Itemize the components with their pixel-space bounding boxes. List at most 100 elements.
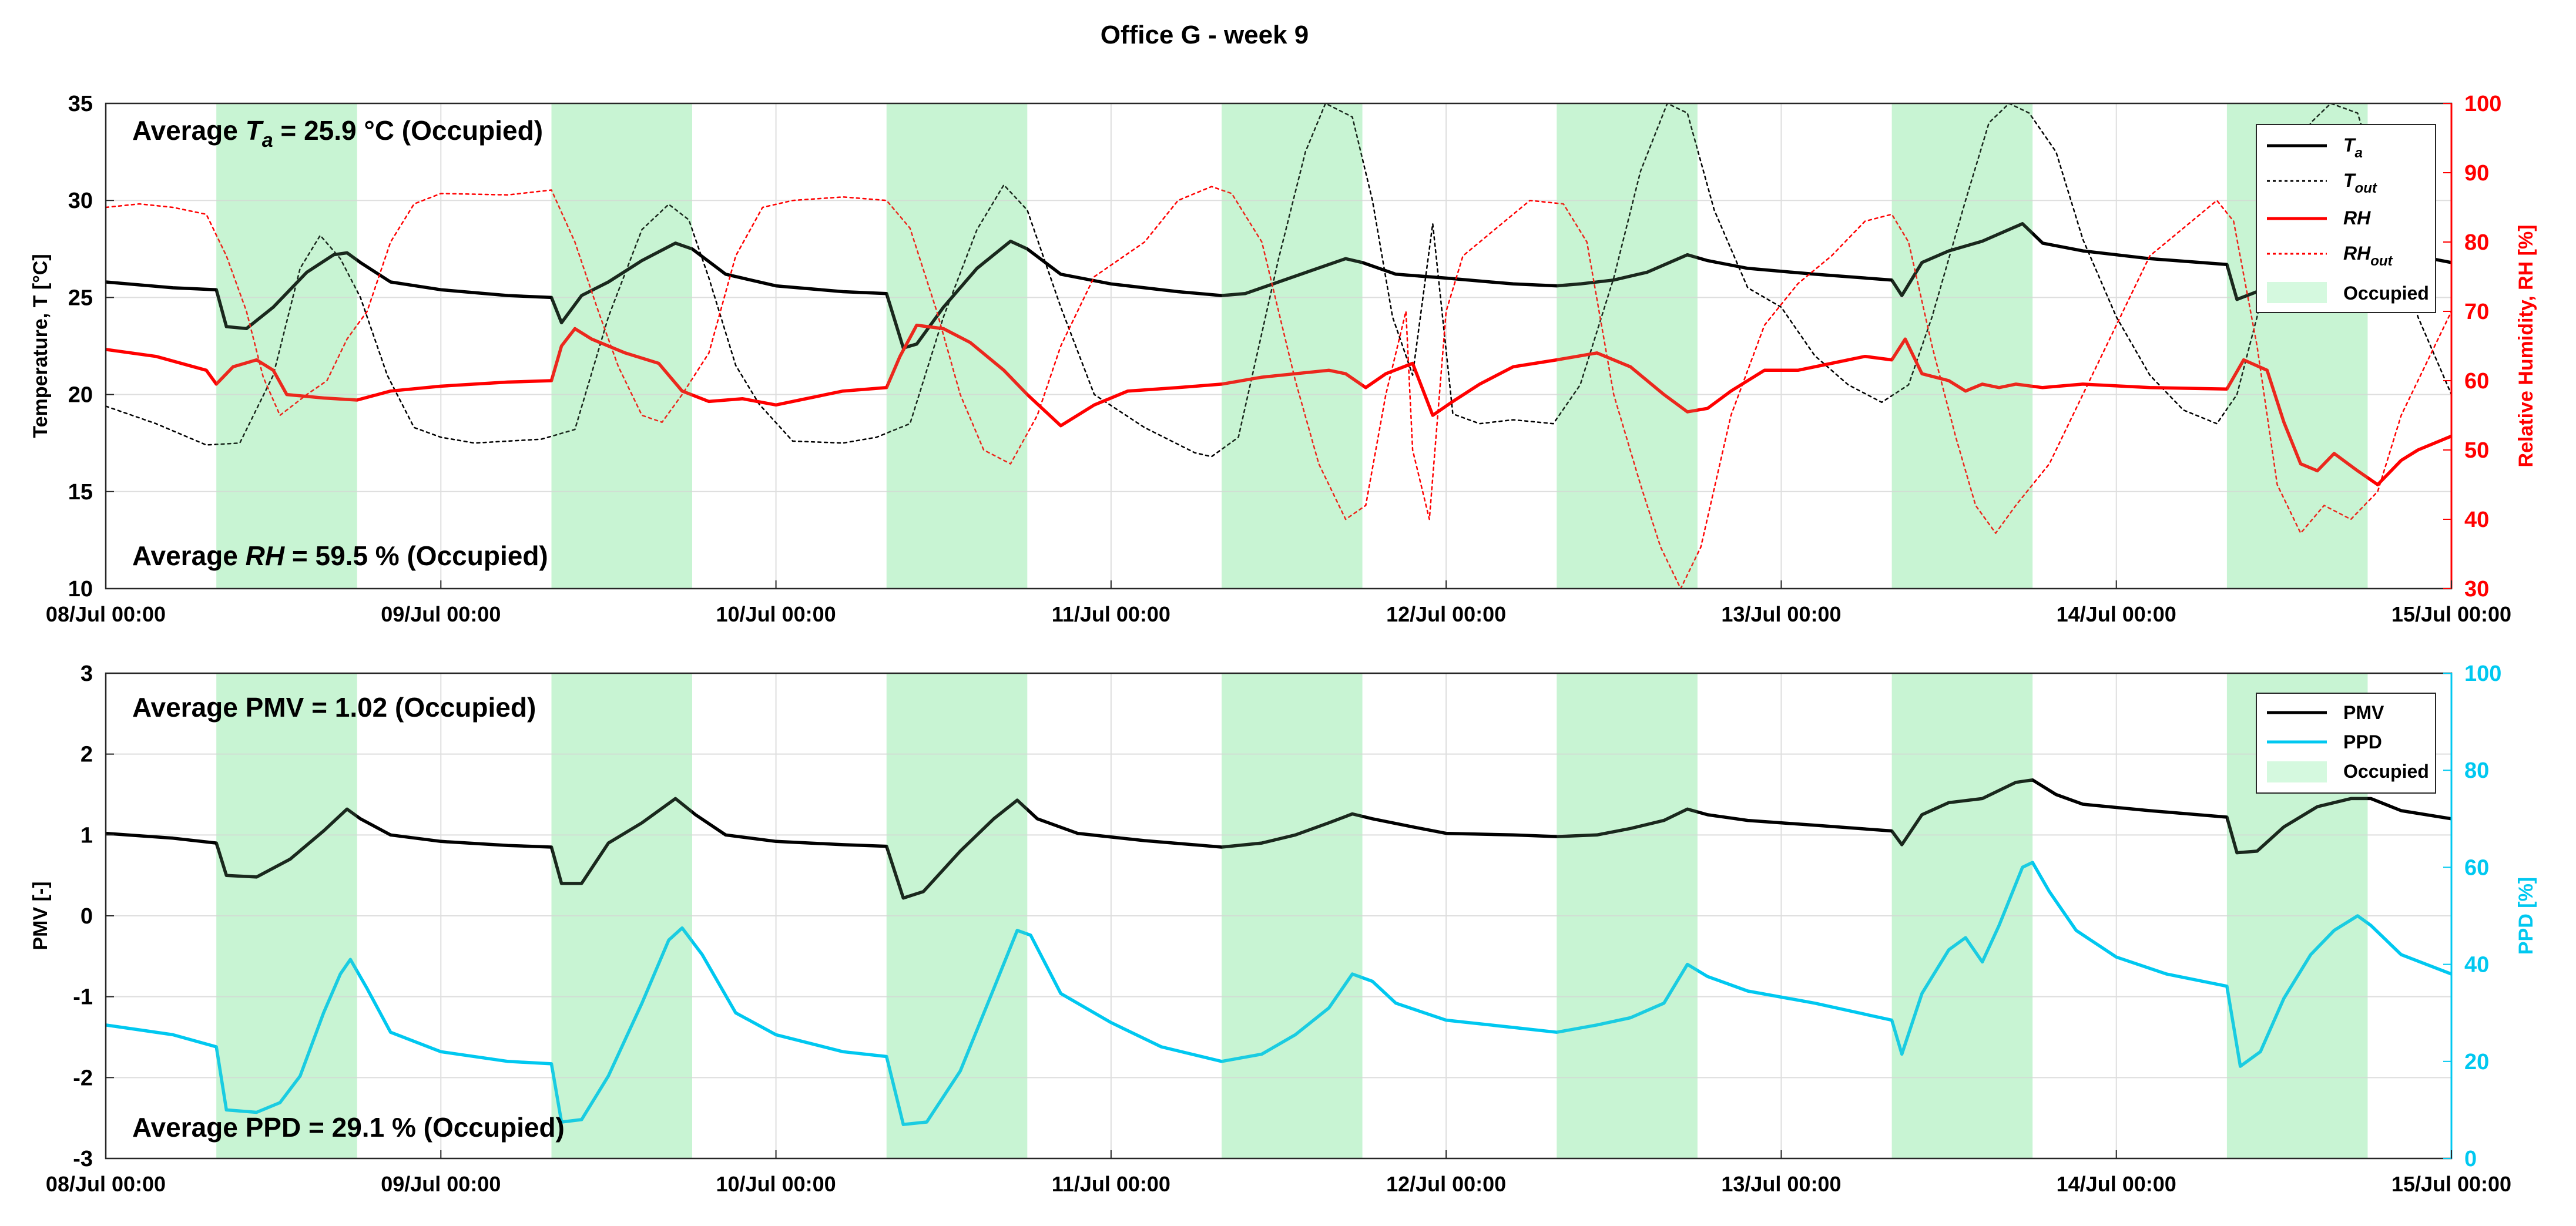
y-tick-label-right: 80: [2464, 230, 2489, 255]
annotation-suffix: = 25.9 °C (Occupied): [273, 115, 543, 146]
occupied-bands: [216, 103, 2368, 589]
pmv-ppd-chart: 08/Jul 00:00 09/Jul 00:00 10/Jul 00:00 11/J…: [29, 661, 2537, 1196]
occupied-band-overlay-4: [1222, 673, 1363, 1158]
y-tick-label-left: 20: [68, 383, 93, 408]
y-tick-label-left: -1: [73, 985, 93, 1010]
occupied-band-overlay-5: [1557, 103, 1698, 589]
x-tick-label: 15/Jul 00:00: [2391, 602, 2511, 626]
y-tick-label-right: 100: [2464, 92, 2501, 116]
y-tick-label-left: 3: [80, 661, 93, 686]
legend-entry-pmv: PMV: [2267, 702, 2384, 723]
occupied-band-overlay-1: [216, 103, 357, 589]
occupied-band-overlay-4: [1222, 103, 1363, 589]
occupied-band-overlay-5: [1557, 673, 1698, 1158]
y-axis-label-left: PMV [-]: [29, 881, 52, 950]
y-tick-label-right: 60: [2464, 855, 2489, 880]
y-tick-label-right: 80: [2464, 758, 2489, 783]
x-tick-label: 11/Jul 00:00: [1052, 1172, 1170, 1196]
legend-entry-occupied: Occupied: [2267, 282, 2429, 304]
x-tick-label: 10/Jul 00:00: [716, 1172, 836, 1196]
occupied-band-2: [551, 103, 692, 589]
x-tick-label: 08/Jul 00:00: [46, 1172, 166, 1196]
legend-entry-rh: RH: [2267, 207, 2371, 229]
figure-title: Office G - week 9: [1101, 21, 1309, 49]
axis-ticks: 08/Jul 00:00 09/Jul 00:00 10/Jul 00:00 11/J…: [46, 92, 2511, 626]
x-tick-label: 15/Jul 00:00: [2391, 1172, 2511, 1196]
legend: Ta Tout RH RHout Occupied: [2256, 124, 2436, 313]
x-tick-label: 09/Jul 00:00: [381, 602, 501, 626]
legend-entry-rhout: RHout: [2267, 243, 2393, 269]
occupied-band-overlay-3: [886, 673, 1028, 1158]
y-tick-label-left: 2: [80, 743, 93, 767]
y-tick-label-left: 30: [68, 189, 93, 213]
legend-entry-ta: Ta: [2267, 135, 2363, 161]
legend-label: RHout: [2343, 243, 2393, 269]
occupied-band-5: [1557, 103, 1698, 589]
y-tick-label-left: 1: [80, 823, 93, 848]
annotation-subscript: a: [262, 129, 273, 152]
series-ppd-line: [106, 861, 2451, 1126]
average-pmv-annotation: Average PMV = 1.02 (Occupied): [132, 692, 536, 723]
y-tick-label-right: 30: [2464, 577, 2489, 602]
x-tick-label: 10/Jul 00:00: [716, 602, 836, 626]
occupied-band-overlay-2: [551, 103, 692, 589]
y-tick-label-right: 40: [2464, 508, 2489, 532]
temperature-humidity-chart: 08/Jul 00:00 09/Jul 00:00 10/Jul 00:00 11/J…: [29, 92, 2537, 626]
y-tick-label-left: -2: [73, 1066, 93, 1090]
annotation-variable: T: [246, 115, 264, 146]
occupied-band-overlay-3: [886, 103, 1028, 589]
occupied-band-overlay-6: [1891, 103, 2033, 589]
legend-label: Tout: [2343, 170, 2377, 196]
y-tick-label-left: 25: [68, 285, 93, 310]
y-tick-label-right: 70: [2464, 300, 2489, 324]
y-tick-label-left: 0: [80, 904, 93, 929]
series-rh-line: [106, 323, 2451, 486]
series-rhout-line: [106, 186, 2451, 589]
x-tick-label: 13/Jul 00:00: [1721, 1172, 1841, 1196]
average-ta-annotation: Average Ta = 25.9 °C (Occupied): [132, 115, 543, 152]
average-rh-annotation: Average RH = 59.5 % (Occupied): [132, 540, 548, 571]
occupied-band-4: [1222, 103, 1363, 589]
legend-swatch: [2267, 282, 2327, 303]
y-tick-label-right: 40: [2464, 953, 2489, 978]
x-tick-label: 09/Jul 00:00: [381, 1172, 501, 1196]
legend-label: Ta: [2343, 135, 2363, 161]
legend-entry-ppd: PPD: [2267, 731, 2382, 753]
x-tick-label: 14/Jul 00:00: [2057, 602, 2176, 626]
y-tick-label-left: -3: [73, 1147, 93, 1171]
y-axis-label-right: PPD [%]: [2515, 877, 2537, 955]
legend-entry-tout: Tout: [2267, 170, 2377, 196]
x-tick-label: 12/Jul 00:00: [1386, 602, 1506, 626]
x-tick-label: 08/Jul 00:00: [46, 602, 166, 626]
occupied-band-overlay-2: [551, 673, 692, 1158]
y-tick-label-right: 100: [2464, 661, 2501, 686]
legend-swatch: [2267, 761, 2327, 782]
x-tick-label: 11/Jul 00:00: [1052, 602, 1170, 626]
annotation-suffix: = 59.5 % (Occupied): [284, 540, 548, 571]
legend-label: Occupied: [2343, 283, 2429, 304]
annotation-prefix: Average: [132, 540, 246, 571]
y-tick-label-left: 15: [68, 480, 93, 505]
y-tick-label-left: 10: [68, 577, 93, 602]
legend-label: PMV: [2343, 702, 2384, 723]
legend-entry-occupied: Occupied: [2267, 761, 2429, 782]
annotation-variable: RH: [246, 540, 285, 571]
average-ppd-annotation: Average PPD = 29.1 % (Occupied): [132, 1112, 565, 1143]
y-tick-label-right: 60: [2464, 369, 2489, 394]
x-tick-label: 12/Jul 00:00: [1386, 1172, 1506, 1196]
y-tick-label-left: 35: [68, 92, 93, 116]
series-lines: [106, 673, 2451, 1158]
legend: PMV PPD Occupied: [2256, 693, 2436, 794]
legend-label: PPD: [2343, 731, 2382, 753]
axis-ticks: 08/Jul 00:00 09/Jul 00:00 10/Jul 00:00 11/J…: [46, 661, 2511, 1196]
legend-label: Occupied: [2343, 761, 2429, 782]
occupied-band-1: [216, 103, 357, 589]
y-tick-label-right: 50: [2464, 438, 2489, 463]
y-tick-label-right: 0: [2464, 1147, 2477, 1171]
y-axis-label-right: Relative Humidity, RH [%]: [2515, 224, 2537, 467]
y-tick-label-right: 20: [2464, 1050, 2489, 1074]
series-tout-line: [106, 103, 2451, 458]
y-tick-label-right: 90: [2464, 161, 2489, 186]
x-tick-label: 14/Jul 00:00: [2057, 1172, 2176, 1196]
